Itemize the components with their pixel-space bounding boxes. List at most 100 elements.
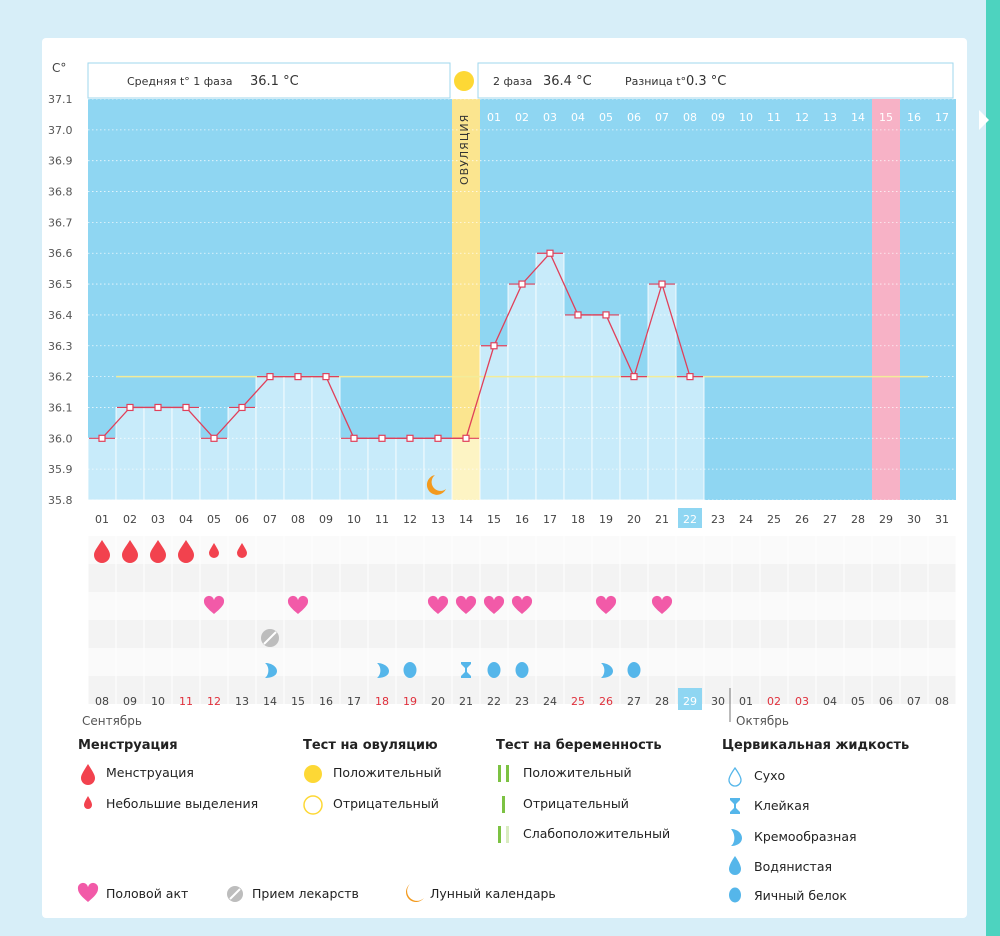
legend-menstruation-title: Менструация [78,738,178,753]
calendar-date-label: 13 [235,695,249,708]
cycle-day-label: 12 [403,513,417,526]
cycle-day-label: 01 [95,513,109,526]
temp-point [602,311,610,319]
highlight-column [872,99,900,500]
cycle-day-label: 02 [123,513,137,526]
calendar-date-label: 23 [515,695,529,708]
phase2-value: 36.4 °C [543,74,592,89]
symptom-row [88,676,956,704]
calendar-date-label: 07 [907,695,921,708]
month-left: Сентябрь [82,714,142,728]
intercourse-heart-icon [483,595,505,614]
phase2-day-number: 12 [795,111,809,124]
temp-point [630,373,638,381]
phase2-day-number: 11 [767,111,781,124]
cycle-day-label: 29 [879,513,893,526]
cycle-day-label: 27 [823,513,837,526]
temp-bar [143,407,173,501]
calendar-date-label: 08 [935,695,949,708]
legend-intercourse: Половой акт [106,886,189,901]
cycle-day-label: 04 [179,513,193,526]
legend-medicine: Прием лекарств [252,886,359,901]
legend-ovulation-negative: Отрицательный [333,796,439,811]
cycle-day-label: 18 [571,513,585,526]
menstruation-drop-icon [178,540,194,563]
temp-bar [171,407,201,501]
menstruation-drop-icon [122,540,138,563]
temperature-line [101,252,691,440]
cycle-day-label: 05 [207,513,221,526]
phase2-day-number: 15 [879,111,893,124]
medicine-pill-line [263,631,277,645]
symptom-row [88,536,956,564]
cycle-day-label: 06 [235,513,249,526]
temp-point [98,434,106,442]
legend-pregnancy-title: Тест на беременность [496,738,662,753]
cycle-day-label: 07 [263,513,277,526]
phase1-label: Средняя t° 1 фаза [127,75,233,88]
cycle-day-label: 31 [935,513,949,526]
calendar-date-label: 08 [95,695,109,708]
cycle-day-label: 14 [459,513,473,526]
cycle-day-label: 16 [515,513,529,526]
temp-point [210,434,218,442]
cycle-day-label: 11 [375,513,389,526]
cycle-day-label: 08 [291,513,305,526]
phase2-day-number: 17 [935,111,949,124]
temp-point [686,373,694,381]
temp-bar [507,283,537,501]
calendar-date-label: 25 [571,695,585,708]
phase2-day-number: 10 [739,111,753,124]
intercourse-heart-icon [595,595,617,614]
phase2-day-highlight [872,99,900,123]
cervical-creamy-icon [265,663,277,678]
symptom-row [88,620,956,648]
calendar-date-label: 28 [655,695,669,708]
intercourse-heart-icon [651,595,673,614]
calendar-date-label: 17 [347,695,361,708]
temp-point [406,434,414,442]
right-side-panel [986,0,1000,936]
phase2-day-number: 07 [655,111,669,124]
temp-bar [115,407,145,501]
temp-point [322,373,330,381]
phase1-value: 36.1 °C [250,74,299,89]
temp-point [238,403,246,412]
phase2-day-number: 04 [571,111,585,124]
calendar-date-label: 21 [459,695,473,708]
y-tick-label: 35.8 [48,494,73,507]
calendar-date-label: 20 [431,695,445,708]
calendar-date-label: 24 [543,695,557,708]
panel-arrow-icon[interactable] [979,110,989,130]
calendar-date-label: 26 [599,695,613,708]
phase2-day-number: 01 [487,111,501,124]
phase2-day-number: 06 [627,111,641,124]
temp-bar [647,283,677,501]
calendar-date-label: 05 [851,695,865,708]
cycle-day-label: 28 [851,513,865,526]
calendar-date-label: 09 [123,695,137,708]
spotting-drop-icon [209,543,219,558]
calendar-date-label: 30 [711,695,725,708]
calendar-date-label: 10 [151,695,165,708]
ovulation-label: ОВУЛЯЦИЯ [458,114,471,185]
legend-cervical-title: Цервикальная жидкость [722,738,910,753]
calendar-date-label: 16 [319,695,333,708]
calendar-date-label: 27 [627,695,641,708]
cervical-creamy-icon [601,663,613,678]
ovulation-column [452,99,480,500]
y-tick-label: 36.4 [48,309,73,322]
legend-pregnancy-weak: Слабоположительный [523,826,671,841]
calendar-date-label: 29 [683,695,697,708]
diff-value: 0.3 °C [686,74,726,89]
y-tick-label: 37.1 [48,93,73,106]
temp-bar [227,407,257,501]
legend-cervical-dry: Сухо [754,768,786,783]
phase2-day-number: 03 [543,111,557,124]
calendar-date-label: 18 [375,695,389,708]
legend-ovulation-positive: Положительный [333,765,442,780]
diff-label: Разница t° [625,75,686,88]
legend-pregnancy-positive: Положительный [523,765,632,780]
cervical-eggwhite-icon [487,662,501,678]
